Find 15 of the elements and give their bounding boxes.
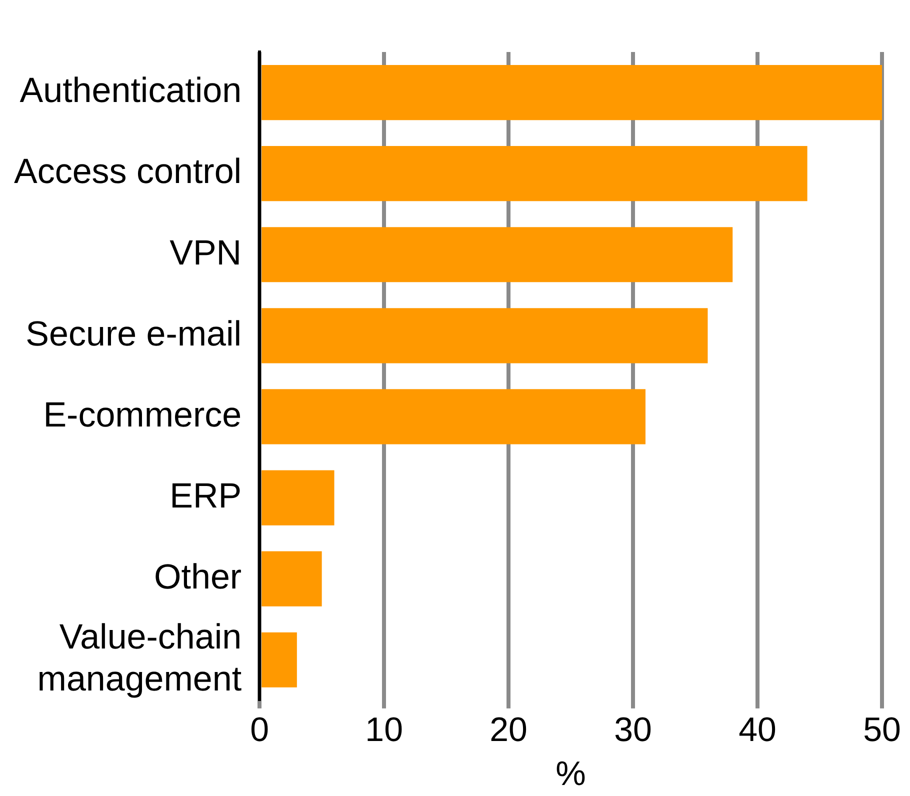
x-tick-label: 20 — [490, 711, 528, 750]
y-tick-label: Access control — [14, 152, 242, 192]
y-tick-label: Authentication — [20, 71, 242, 110]
y-tick-label: Value-chain management — [37, 618, 242, 699]
x-tick-label: 50 — [863, 711, 901, 750]
y-tick-label: VPN — [170, 233, 242, 272]
y-tick-label: ERP — [170, 476, 242, 516]
y-tick-label: Other — [154, 557, 242, 596]
x-tick-label: 30 — [614, 711, 652, 750]
y-tick-label: Secure e-mail — [26, 314, 242, 354]
x-axis-title: % — [556, 754, 586, 793]
y-tick-label: E-commerce — [43, 395, 242, 434]
x-tick-label: 40 — [738, 711, 776, 750]
x-tick-label: 10 — [365, 711, 403, 750]
x-tick-label: 0 — [250, 711, 270, 750]
